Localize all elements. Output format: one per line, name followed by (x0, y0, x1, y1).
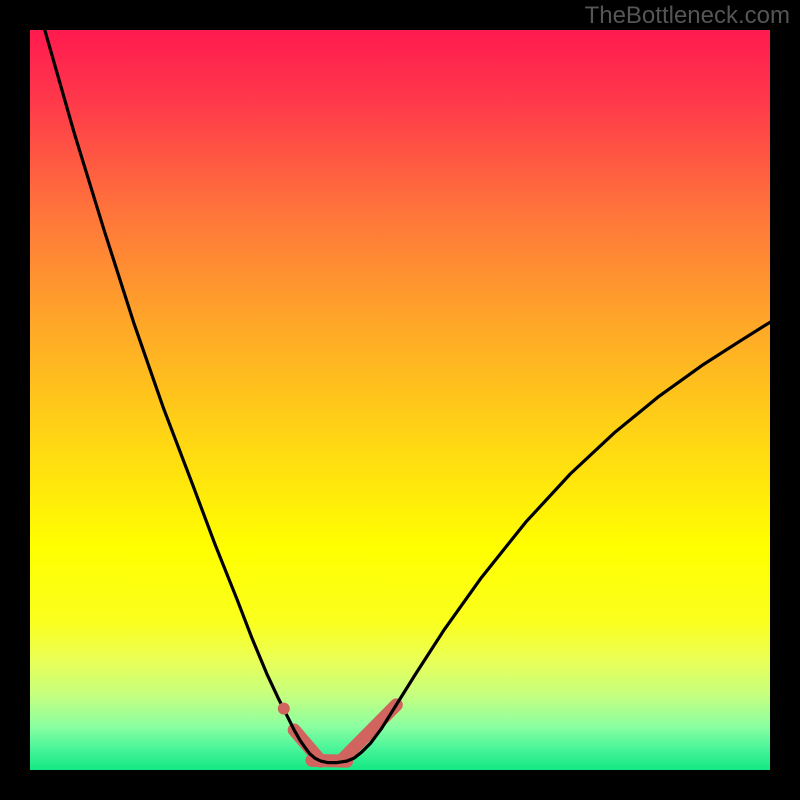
watermark-text: TheBottleneck.com (585, 2, 790, 30)
chart-stage: TheBottleneck.com (0, 0, 800, 800)
gradient-background (30, 30, 770, 770)
dip-marker-dot (278, 703, 290, 715)
plot-area (30, 30, 770, 770)
plot-svg (30, 30, 770, 770)
